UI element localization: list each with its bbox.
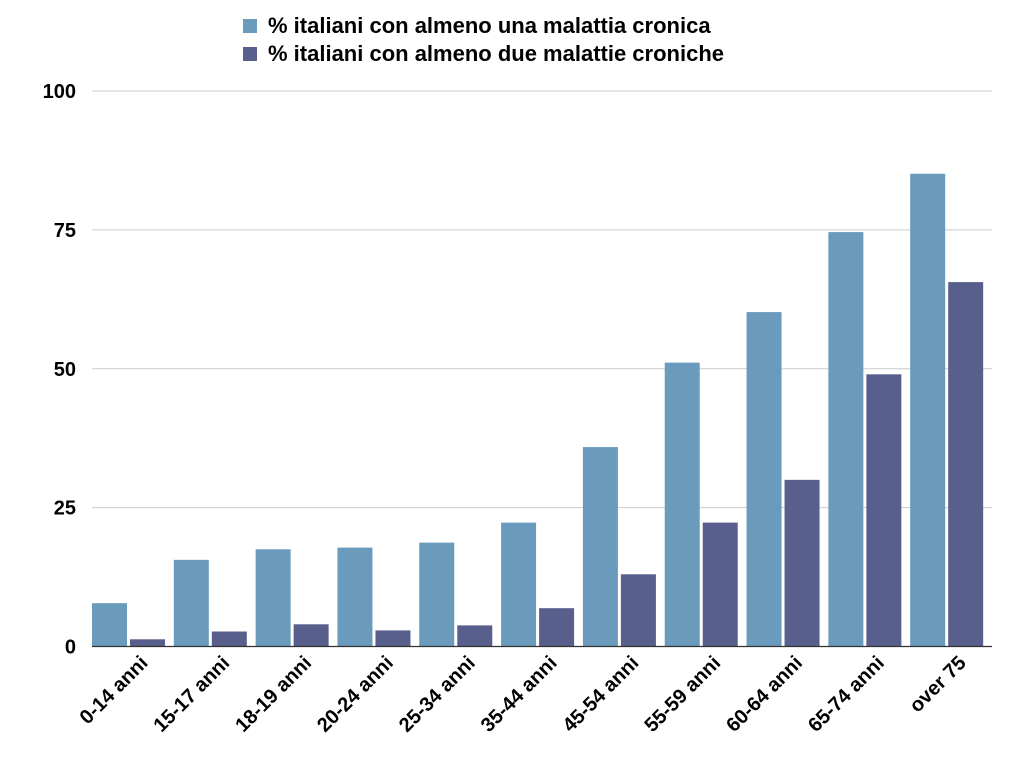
x-tick-label: 55-59 anni (640, 652, 725, 737)
legend-item: % italiani con almeno una malattia croni… (243, 13, 711, 38)
x-tick-label: 35-44 anni (477, 652, 562, 737)
bars (92, 173, 984, 647)
legend-swatch (243, 47, 257, 61)
bar-one-chronic (582, 447, 618, 647)
bar-one-chronic (419, 542, 455, 647)
x-tick-label: 18-19 anni (231, 652, 316, 737)
bar-one-chronic (255, 549, 291, 647)
bar-two-chronic (457, 625, 493, 647)
bar-two-chronic (948, 282, 984, 647)
x-tick-label: 15-17 anni (150, 652, 235, 737)
legend-label: % italiani con almeno due malattie croni… (268, 41, 724, 66)
bar-one-chronic (664, 362, 700, 647)
legend-item: % italiani con almeno due malattie croni… (243, 41, 724, 66)
x-tick-label: 65-74 anni (804, 652, 889, 737)
bar-two-chronic (784, 479, 820, 647)
bar-two-chronic (130, 639, 165, 647)
legend-swatch (243, 19, 257, 33)
x-tick-label: 45-54 anni (559, 652, 644, 737)
bar-one-chronic (910, 173, 946, 647)
bar-two-chronic (866, 374, 902, 647)
y-tick-label: 100 (43, 81, 76, 103)
bar-two-chronic (620, 574, 656, 647)
x-tick-label: 25-34 anni (395, 652, 480, 737)
y-tick-label: 50 (54, 359, 76, 381)
bar-one-chronic (173, 559, 209, 647)
bar-two-chronic (539, 608, 575, 647)
y-tick-label: 25 (54, 498, 76, 520)
bar-one-chronic (828, 232, 864, 647)
y-tick-label: 0 (65, 637, 76, 659)
bar-one-chronic (501, 522, 537, 647)
bar-two-chronic (211, 631, 247, 647)
x-tick-label: over 75 (906, 652, 971, 717)
bar-one-chronic (337, 547, 373, 647)
bar-two-chronic (702, 522, 738, 647)
bar-two-chronic (375, 630, 411, 647)
x-tick-label: 20-24 anni (313, 652, 398, 737)
bar-two-chronic (293, 624, 329, 647)
bar-one-chronic (746, 312, 782, 647)
bar-one-chronic (92, 603, 127, 647)
y-tick-label: 75 (54, 220, 76, 242)
x-tick-label: 0-14 anni (76, 652, 153, 729)
x-tick-label: 60-64 anni (722, 652, 807, 737)
legend: % italiani con almeno una malattia croni… (243, 13, 724, 66)
legend-label: % italiani con almeno una malattia croni… (268, 13, 711, 38)
